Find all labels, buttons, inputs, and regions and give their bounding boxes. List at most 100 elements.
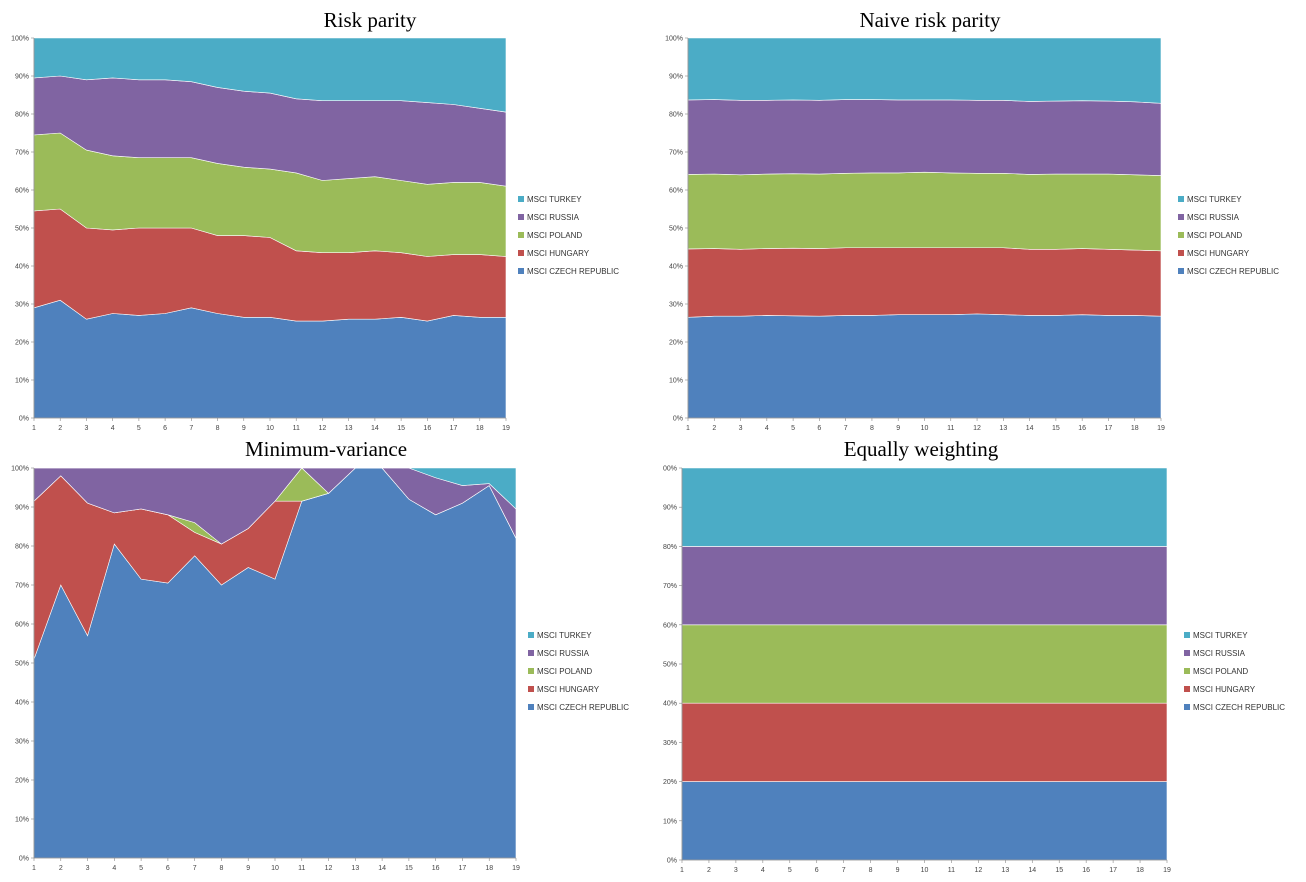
y-tick-label: 30%: [15, 739, 29, 746]
legend-label: MSCI HUNGARY: [527, 248, 590, 258]
x-tick-label: 18: [1131, 425, 1139, 432]
x-tick-label: 11: [293, 425, 300, 432]
stacked-area-chart: 0%10%20%30%40%50%60%70%80%90%100%1 2 3 4 5 6 7…: [665, 36, 1165, 433]
x-tick-label: 13: [1001, 867, 1009, 874]
x-tick-label: 18: [476, 425, 484, 432]
y-tick-label: 40%: [15, 264, 29, 271]
chart-title: Risk parity: [323, 8, 417, 32]
x-tick-label: 16: [432, 865, 440, 872]
legend-item-msci-russia: MSCI RUSSIA: [518, 208, 619, 226]
x-tick-label: 3: [86, 865, 90, 872]
x-tick-label: 12: [973, 425, 981, 432]
x-tick-label: 13: [999, 425, 1007, 432]
legend-item-msci-turkey: MSCI TURKEY: [1184, 626, 1285, 644]
y-tick-label: 00%: [663, 466, 677, 473]
legend-item-msci-poland: MSCI POLAND: [1184, 662, 1285, 680]
legend-swatch: [528, 704, 534, 710]
legend-swatch: [528, 686, 534, 692]
area-series-msci-czech-republic: [681, 781, 1168, 861]
x-tick-label: 1: [680, 867, 684, 874]
y-tick-label: 30%: [669, 302, 683, 309]
x-tick-label: 4: [111, 425, 115, 432]
y-tick-label: 20%: [669, 340, 683, 347]
y-tick-label: 100%: [11, 36, 29, 43]
x-tick-label: 9: [896, 867, 900, 874]
y-tick-label: 50%: [15, 226, 29, 233]
area-series-msci-hungary: [687, 247, 1162, 318]
y-tick-label: 0%: [19, 416, 29, 423]
y-tick-label: 30%: [663, 740, 677, 747]
legend-swatch: [1184, 632, 1190, 638]
stacked-area-chart: 0%10%20%30%40%50%60%70%80%90%100%1 2 3 4 5 6 7…: [11, 466, 520, 873]
x-tick-label: 7: [844, 425, 848, 432]
legend-label: MSCI CZECH REPUBLIC: [527, 266, 620, 276]
x-tick-label: 10: [271, 865, 279, 872]
y-tick-label: 10%: [669, 378, 683, 385]
y-tick-label: 20%: [15, 340, 29, 347]
x-tick-label: 10: [921, 867, 929, 874]
chart-panel-naive-risk-parity: Naive risk parity 0% 10% 20% 30% 40% 50% 60% 70…: [650, 0, 1306, 440]
x-tick-label: 10: [266, 425, 274, 432]
legend-swatch: [528, 650, 534, 656]
x-tick-label: 19: [512, 865, 520, 872]
legend-item-msci-czech-republic: MSCI CZECH REPUBLIC: [518, 262, 619, 280]
legend-swatch: [1184, 650, 1190, 656]
area-series-msci-czech-republic: [687, 313, 1162, 419]
x-tick-label: 1: [32, 865, 36, 872]
legend-label: MSCI CZECH REPUBLIC: [1193, 702, 1286, 712]
y-tick-label: 40%: [15, 700, 29, 707]
legend-item-msci-turkey: MSCI TURKEY: [1178, 190, 1279, 208]
legend-swatch: [1184, 686, 1190, 692]
legend-label: MSCI TURKEY: [1193, 630, 1248, 640]
legend-swatch: [1178, 214, 1184, 220]
x-tick-label: 5: [137, 425, 141, 432]
x-tick-label: 12: [974, 867, 982, 874]
x-tick-label: 2: [712, 425, 716, 432]
y-tick-label: 90%: [669, 74, 683, 81]
area-series-msci-hungary: [681, 702, 1168, 782]
x-tick-label: 6: [163, 425, 167, 432]
legend-swatch: [518, 268, 524, 274]
y-tick-label: 60%: [669, 188, 683, 195]
x-tick-label: 19: [502, 425, 510, 432]
x-tick-label: 13: [345, 425, 353, 432]
legend-label: MSCI RUSSIA: [537, 648, 590, 658]
y-tick-label: 70%: [663, 583, 677, 590]
x-tick-label: 14: [1028, 867, 1036, 874]
chart-legend: MSCI TURKEY MSCI RUSSIA MSCI POLAND MSCI HU…: [1178, 190, 1279, 280]
chart-title: Naive risk parity: [859, 8, 1001, 32]
y-tick-label: 80%: [663, 544, 677, 551]
x-tick-label: 5: [791, 425, 795, 432]
area-series-msci-poland: [681, 624, 1168, 704]
y-tick-label: 80%: [669, 112, 683, 119]
legend-label: MSCI RUSSIA: [1187, 212, 1240, 222]
legend-item-msci-hungary: MSCI HUNGARY: [518, 244, 619, 262]
legend-item-msci-hungary: MSCI HUNGARY: [528, 680, 629, 698]
area-series-msci-turkey: [687, 37, 1162, 104]
x-tick-label: 13: [351, 865, 359, 872]
x-tick-label: 15: [405, 865, 413, 872]
x-tick-label: 2: [58, 425, 62, 432]
chart-panel-minimum-variance: Minimum-variance 0% 10% 20% 30% 40% 50% 60% 70%…: [0, 437, 650, 882]
y-tick-label: 40%: [663, 701, 677, 708]
y-tick-label: 50%: [669, 226, 683, 233]
y-tick-label: 90%: [15, 74, 29, 81]
legend-item-msci-turkey: MSCI TURKEY: [518, 190, 619, 208]
legend-swatch: [518, 250, 524, 256]
chart-panel-equally-weighting: Equally weighting 0% 10% 20% 30% 40% 50% 60% 70…: [650, 437, 1306, 882]
x-tick-label: 2: [59, 865, 63, 872]
y-tick-label: 30%: [15, 302, 29, 309]
legend-item-msci-czech-republic: MSCI CZECH REPUBLIC: [528, 698, 629, 716]
x-tick-label: 2: [707, 867, 711, 874]
y-tick-label: 50%: [15, 661, 29, 668]
y-tick-label: 0%: [19, 856, 29, 863]
x-tick-label: 4: [761, 867, 765, 874]
area-series-msci-turkey: [33, 37, 507, 113]
legend-label: MSCI POLAND: [1193, 666, 1249, 676]
x-tick-label: 8: [869, 867, 873, 874]
x-tick-label: 15: [397, 425, 405, 432]
x-tick-label: 10: [921, 425, 929, 432]
x-tick-label: 7: [189, 425, 193, 432]
legend-label: MSCI CZECH REPUBLIC: [1187, 266, 1280, 276]
x-tick-label: 6: [817, 425, 821, 432]
